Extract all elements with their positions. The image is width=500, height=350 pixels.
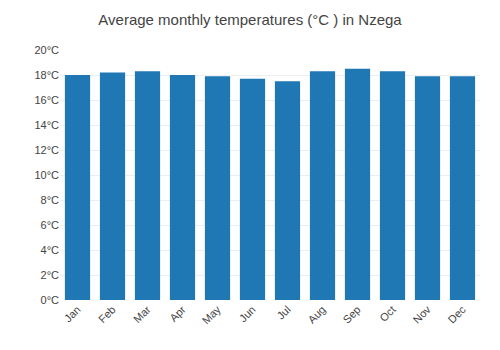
svg-text:20°C: 20°C (34, 44, 59, 56)
svg-text:0°C: 0°C (41, 294, 60, 306)
svg-text:18°C: 18°C (34, 69, 59, 81)
svg-text:10°C: 10°C (34, 169, 59, 181)
svg-text:12°C: 12°C (34, 144, 59, 156)
svg-text:Oct: Oct (377, 303, 398, 324)
svg-text:Mar: Mar (131, 303, 153, 325)
svg-text:May: May (200, 303, 224, 327)
svg-text:Aug: Aug (305, 303, 327, 325)
svg-text:14°C: 14°C (34, 119, 59, 131)
svg-text:Apr: Apr (167, 303, 188, 324)
svg-text:4°C: 4°C (41, 244, 60, 256)
svg-text:Jul: Jul (274, 303, 292, 321)
svg-text:Jun: Jun (237, 303, 258, 324)
svg-text:6°C: 6°C (41, 219, 60, 231)
svg-text:Jan: Jan (62, 303, 83, 324)
svg-text:8°C: 8°C (41, 194, 60, 206)
svg-text:Nov: Nov (410, 303, 433, 326)
svg-text:2°C: 2°C (41, 269, 60, 281)
svg-text:16°C: 16°C (34, 94, 59, 106)
svg-text:Dec: Dec (445, 303, 468, 326)
svg-text:Average monthly temperatures (: Average monthly temperatures (°C ) in Nz… (98, 11, 402, 28)
svg-text:Sep: Sep (340, 303, 362, 325)
svg-text:Feb: Feb (96, 303, 118, 325)
